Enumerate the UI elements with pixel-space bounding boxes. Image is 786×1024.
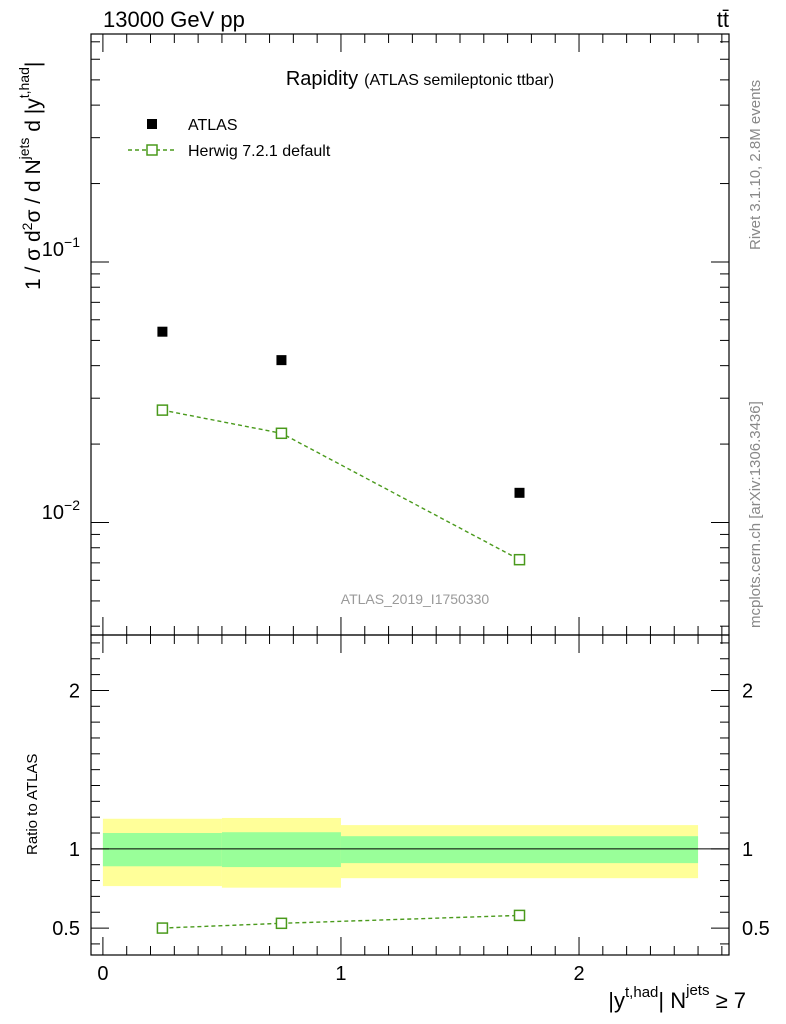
ratio-ytick-label-left-1: 1 — [69, 839, 80, 861]
legend-herwig-marker — [146, 144, 158, 156]
x-tick-label-0: 0 — [97, 963, 108, 985]
ratio-band-inner-1 — [221, 832, 341, 868]
x-axis-title: |yt,had| Njets ≥ 7 — [608, 982, 746, 1013]
chart-title: Rapidity (ATLAS semileptonic ttbar) — [286, 68, 554, 90]
legend-herwig-label: Herwig 7.2.1 default — [188, 143, 331, 160]
energy-label: 13000 GeV pp — [103, 7, 245, 32]
ratio-herwig-point-1 — [275, 917, 288, 930]
herwig-point-2 — [513, 553, 526, 566]
axes: 0 1 2 0.5 0.5 1 1 2 2 — [52, 33, 770, 985]
ratio-herwig-line — [162, 914, 520, 929]
atlas-point-2 — [514, 487, 525, 498]
ratio-ytick-label-right-2: 2 — [742, 680, 753, 702]
data-marks — [156, 326, 526, 934]
watermark: ATLAS_2019_I1750330 — [341, 591, 490, 607]
legend-atlas-label: ATLAS — [188, 117, 238, 134]
rivet-label: Rivet 3.1.10, 2.8M events — [747, 80, 764, 250]
herwig-point-1 — [275, 427, 288, 440]
main-y-axis-title: 1 / σ d2σ / d Njets d |yt,had| — [16, 62, 45, 290]
chart-title-main: Rapidity — [286, 68, 358, 90]
atlas-point-0 — [157, 326, 168, 337]
ratio-ytick-label-right-0: 0.5 — [742, 918, 770, 940]
ratio-herwig-point-0 — [156, 922, 169, 934]
atlas-point-1 — [276, 355, 287, 366]
ratio-frame — [90, 634, 730, 956]
ratio-ytick-label-right-1: 1 — [742, 839, 753, 861]
x-tick-label-1: 1 — [335, 963, 346, 985]
main-ytick-1e-1: 10−1 — [42, 234, 80, 261]
ratio-ytick-label-left-2: 2 — [69, 680, 80, 702]
x-tick-label-2: 2 — [573, 963, 584, 985]
process-label: tt̄ — [717, 7, 729, 32]
chart-subtitle: (ATLAS semileptonic ttbar) — [364, 72, 554, 89]
main-ytick-1e-2: 10−2 — [42, 497, 80, 524]
ratio-herwig-point-2 — [513, 909, 526, 922]
herwig-point-0 — [156, 404, 169, 416]
ratio-band-inner-2 — [340, 836, 699, 864]
herwig-line — [162, 409, 520, 561]
ratio-y-axis-title: Ratio to ATLAS — [24, 754, 41, 855]
legend-atlas-marker — [147, 119, 157, 129]
mcplots-label: mcplots.cern.ch [arXiv:1306.3436] — [747, 401, 764, 628]
ratio-band-inner-0 — [102, 833, 222, 867]
ratio-bands — [102, 817, 699, 888]
ratio-ytick-label-left-0: 0.5 — [52, 918, 80, 940]
legend: ATLAS Herwig 7.2.1 default — [128, 117, 331, 160]
main-frame — [90, 33, 730, 636]
